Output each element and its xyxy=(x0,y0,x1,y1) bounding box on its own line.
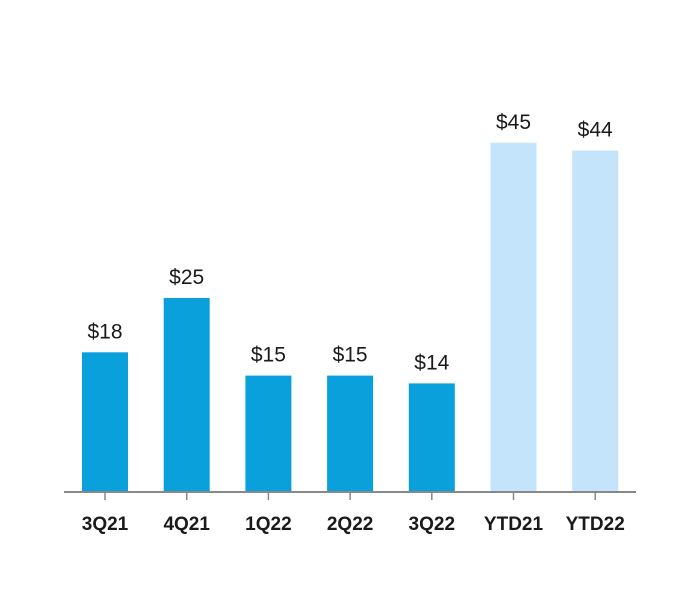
x-tick-label-3q21: 3Q21 xyxy=(82,514,129,535)
bar-4q21 xyxy=(163,298,210,492)
x-tick-label-3q22: 3Q22 xyxy=(409,514,455,535)
x-tick-label-1q22: 1Q22 xyxy=(245,514,291,535)
bar-ytd21 xyxy=(490,142,537,493)
bar-3q22 xyxy=(408,383,455,492)
bar-1q22 xyxy=(245,375,292,492)
x-tick-label-2q22: 2Q22 xyxy=(327,514,373,535)
data-label-4q21: $25 xyxy=(169,266,204,289)
bar-2q22 xyxy=(327,375,374,492)
data-label-ytd21: $45 xyxy=(496,111,531,134)
data-label-1q22: $15 xyxy=(251,344,286,367)
data-label-ytd22: $44 xyxy=(578,119,613,142)
bar-ytd22 xyxy=(572,150,619,492)
x-tick-label-ytd22: YTD22 xyxy=(566,514,625,535)
data-label-3q22: $14 xyxy=(414,351,449,374)
x-tick-label-4q21: 4Q21 xyxy=(163,514,210,535)
data-label-2q22: $15 xyxy=(333,344,368,367)
x-tick-label-ytd21: YTD21 xyxy=(484,514,544,535)
data-label-3q21: $18 xyxy=(87,320,122,343)
bar-3q21 xyxy=(82,352,128,492)
